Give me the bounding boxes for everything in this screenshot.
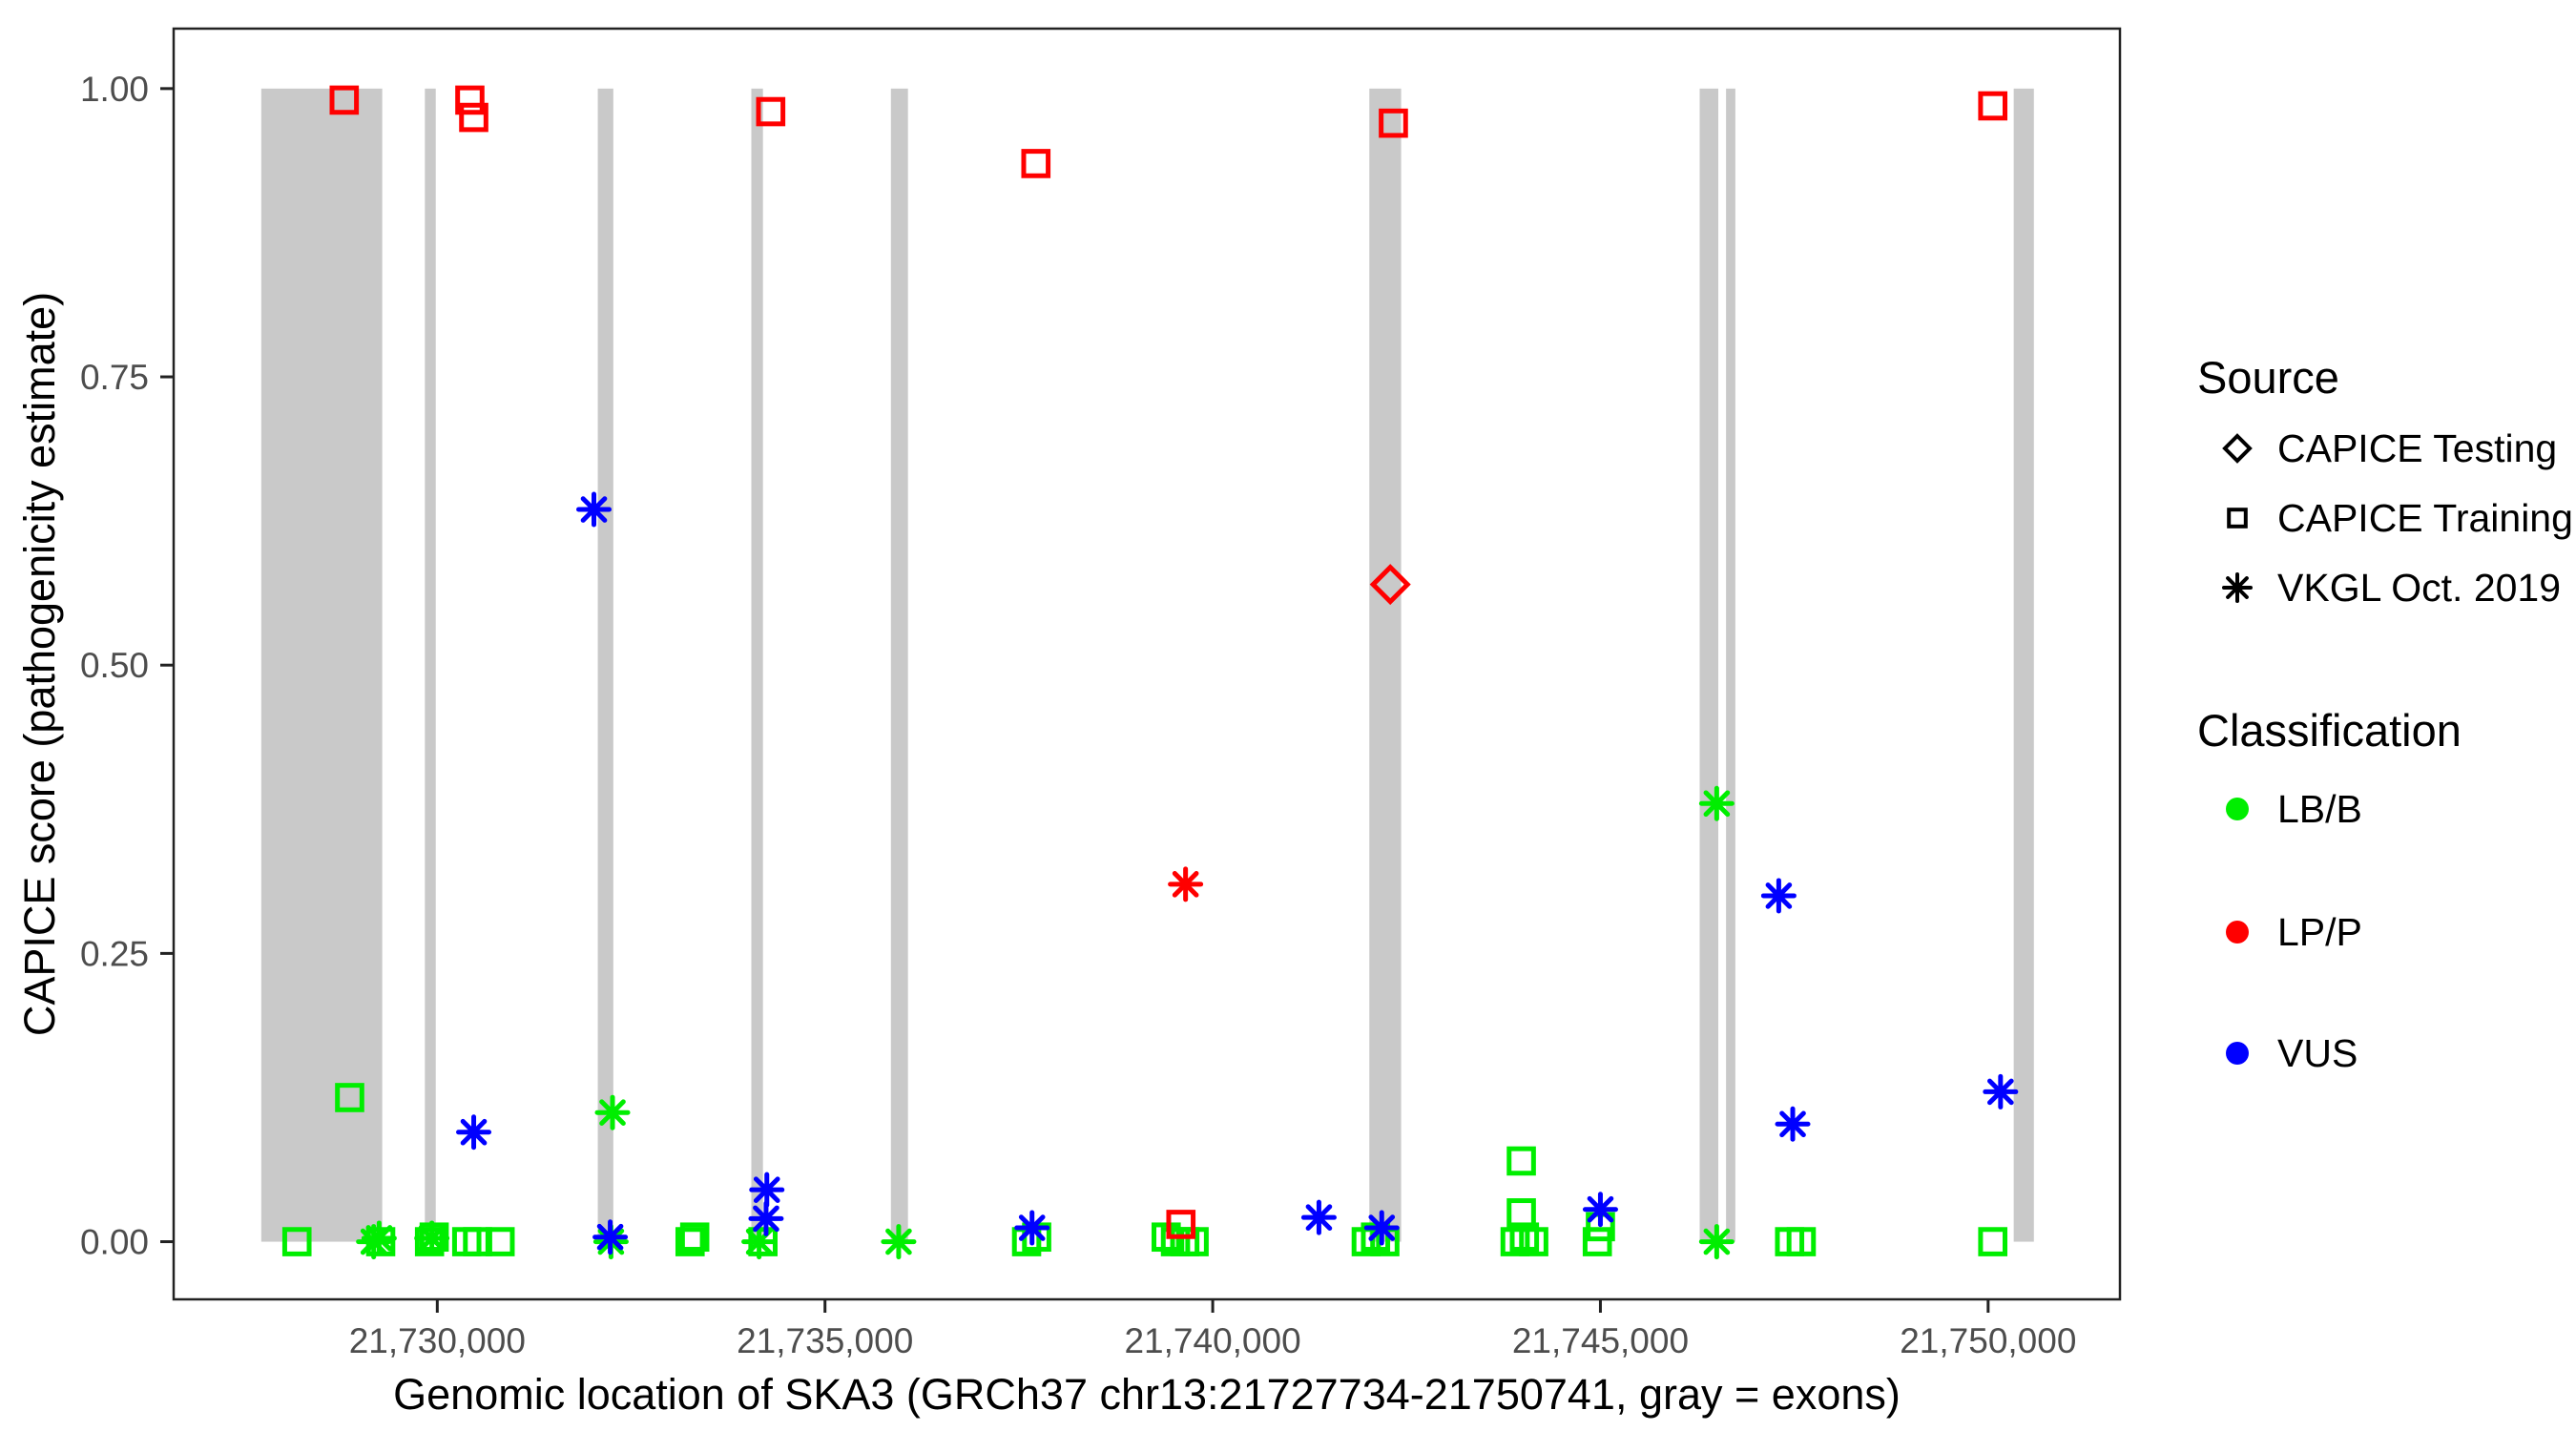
- data-point: [1168, 866, 1204, 902]
- data-point: [455, 85, 485, 115]
- data-point: [1506, 1146, 1536, 1176]
- y-tick-label: 0.75: [80, 358, 149, 397]
- y-axis-title: CAPICE score (pathogenicity estimate): [15, 291, 64, 1037]
- data-point: [1014, 1210, 1050, 1246]
- legend-item-label: CAPICE Testing: [2277, 425, 2558, 470]
- exon-bar: [2013, 88, 2034, 1242]
- legend-item-lbb: LB/B: [2216, 783, 2362, 835]
- data-point: [281, 1227, 312, 1256]
- data-point: [1760, 878, 1797, 914]
- data-point: [1363, 1210, 1400, 1246]
- data-point: [1021, 149, 1051, 178]
- data-point: [1978, 1227, 2008, 1256]
- red-dot-icon: [2216, 911, 2258, 953]
- data-point: [1698, 785, 1735, 821]
- legend-item-vus: VUS: [2216, 1027, 2358, 1079]
- data-point: [1500, 1227, 1530, 1256]
- data-point: [456, 1114, 492, 1151]
- data-point: [1379, 108, 1408, 138]
- exon-bar: [260, 88, 383, 1242]
- exon-bar: [597, 88, 613, 1242]
- legend-item-vkgl: VKGL Oct. 2019: [2216, 562, 2561, 613]
- exon-bar: [1726, 88, 1735, 1242]
- data-point: [1300, 1199, 1337, 1235]
- data-point: [1983, 1073, 2019, 1110]
- data-point: [679, 1222, 710, 1253]
- legend-item-label: LB/B: [2277, 786, 2362, 831]
- data-point: [459, 102, 488, 133]
- diamond-icon: [2216, 427, 2258, 469]
- data-point: [1506, 1198, 1536, 1228]
- y-tick-label: 0.25: [80, 934, 149, 973]
- exon-bar: [751, 88, 763, 1242]
- exon-bar: [1699, 88, 1718, 1242]
- exon-bar: [425, 88, 436, 1242]
- legend-key-glyph: [2227, 508, 2248, 529]
- data-point: [1582, 1192, 1618, 1228]
- data-point: [361, 1220, 397, 1256]
- y-tick-label: 0.50: [80, 646, 149, 685]
- y-tick-label: 0.00: [80, 1223, 149, 1262]
- legend-classification-title: Classification: [2197, 705, 2462, 756]
- data-point: [1582, 1227, 1612, 1256]
- data-point: [881, 1224, 917, 1260]
- legend-item-label: VKGL Oct. 2019: [2277, 565, 2562, 610]
- exon-bar: [890, 88, 908, 1242]
- data-point: [592, 1219, 629, 1255]
- data-point: [594, 1094, 631, 1130]
- legend-key-glyph: [2222, 572, 2253, 603]
- x-tick-label: 21,745,000: [1512, 1321, 1689, 1360]
- data-point: [748, 1200, 784, 1236]
- x-tick-label: 21,750,000: [1900, 1321, 2076, 1360]
- data-point: [1775, 1106, 1811, 1142]
- data-point: [741, 1224, 778, 1260]
- x-axis-title: Genomic location of SKA3 (GRCh37 chr13:2…: [393, 1370, 1901, 1419]
- y-tick-label: 1.00: [80, 70, 149, 109]
- panel-border: [172, 27, 2122, 1301]
- legend-key-glyph: [2226, 798, 2249, 820]
- data-point: [576, 491, 613, 528]
- legend-key-glyph: [2222, 433, 2253, 464]
- legend-key-glyph: [2226, 1042, 2249, 1065]
- legend-item-capice-testing: CAPICE Testing: [2216, 423, 2557, 474]
- data-point: [1519, 1227, 1548, 1256]
- data-point: [335, 1083, 364, 1112]
- data-point: [1369, 564, 1411, 606]
- data-point: [1786, 1227, 1817, 1256]
- blue-dot-icon: [2216, 1032, 2258, 1074]
- data-point: [675, 1227, 705, 1256]
- x-tick-label: 21,730,000: [349, 1321, 526, 1360]
- x-tick-label: 21,740,000: [1124, 1321, 1300, 1360]
- legend-item-label: VUS: [2277, 1030, 2358, 1075]
- data-point: [1978, 91, 2008, 121]
- legend-item-label: CAPICE Training: [2277, 495, 2573, 540]
- data-point: [749, 1172, 785, 1208]
- legend-item-lpp: LP/P: [2216, 906, 2362, 958]
- x-tick-label: 21,735,000: [737, 1321, 913, 1360]
- data-point: [485, 1227, 515, 1256]
- data-point: [1698, 1224, 1735, 1260]
- data-point: [1166, 1210, 1196, 1239]
- legend-key-glyph: [2226, 921, 2249, 944]
- asterisk-icon: [2216, 567, 2258, 609]
- data-point: [414, 1220, 450, 1256]
- data-point: [329, 85, 360, 115]
- data-point: [756, 96, 786, 127]
- square-icon: [2216, 497, 2258, 539]
- green-dot-icon: [2216, 788, 2258, 830]
- exon-bar: [1369, 88, 1402, 1242]
- legend-source-title: Source: [2197, 352, 2339, 403]
- legend-item-label: LP/P: [2277, 909, 2362, 954]
- legend-item-capice-training: CAPICE Training: [2216, 492, 2573, 544]
